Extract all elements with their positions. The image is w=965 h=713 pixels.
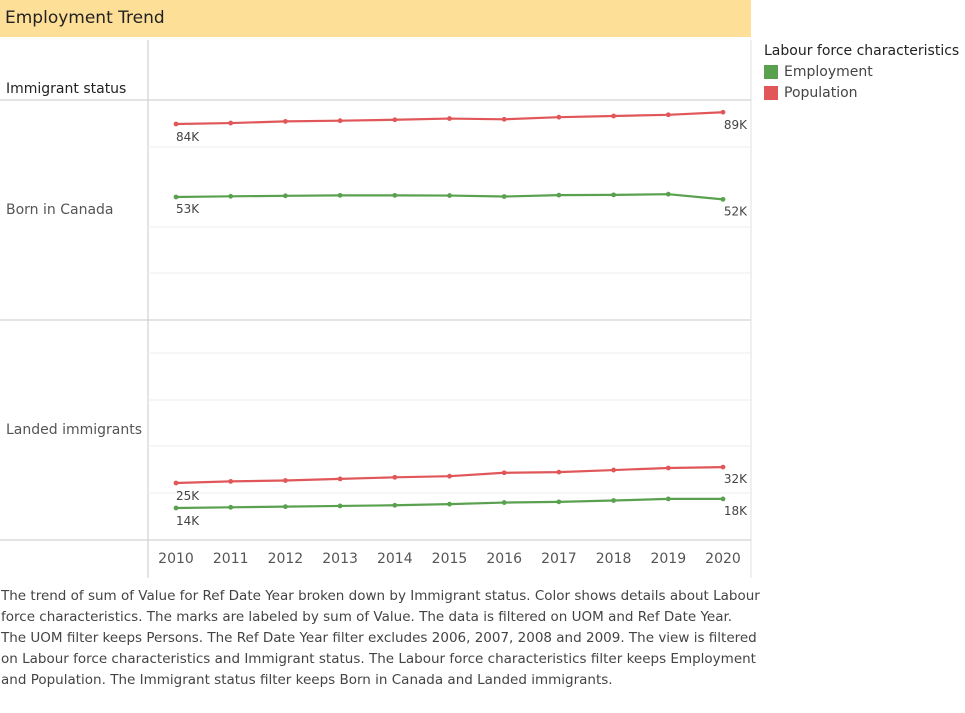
data-point[interactable]: [720, 464, 726, 470]
data-point[interactable]: [392, 474, 398, 480]
data-point[interactable]: [337, 118, 343, 124]
data-point[interactable]: [720, 196, 726, 202]
data-point[interactable]: [665, 465, 671, 471]
title-bar: Employment Trend: [0, 0, 751, 37]
data-point[interactable]: [720, 109, 726, 115]
data-label: 89K: [724, 118, 748, 132]
x-tick-label: 2017: [541, 551, 577, 567]
data-point[interactable]: [501, 194, 507, 199]
x-tick-label: 2016: [486, 551, 522, 567]
data-point[interactable]: [392, 502, 398, 508]
data-point[interactable]: [501, 116, 507, 122]
chart-title: Employment Trend: [5, 8, 165, 28]
data-point[interactable]: [283, 193, 288, 199]
data-point[interactable]: [173, 194, 179, 200]
x-tick-label: 2010: [158, 551, 194, 567]
x-tick-label: 2020: [705, 551, 741, 567]
data-label: 32K: [724, 472, 748, 486]
chart-frame: [0, 40, 752, 578]
data-point[interactable]: [611, 192, 616, 198]
chart-marks: 84K 89K 53K 52K 25K 32K 14K 18K: [173, 109, 748, 528]
panel-label-born-in-canada: Born in Canada: [6, 202, 114, 218]
data-label: 25K: [176, 489, 200, 503]
data-point[interactable]: [337, 192, 343, 198]
legend-item-population[interactable]: Population: [764, 82, 959, 103]
data-point[interactable]: [283, 504, 288, 510]
legend-title: Labour force characteristics: [764, 43, 960, 59]
data-point[interactable]: [447, 473, 452, 479]
data-point[interactable]: [501, 470, 507, 476]
x-tick-label: 2015: [432, 551, 468, 567]
data-point[interactable]: [665, 112, 671, 118]
data-point[interactable]: [337, 476, 343, 482]
data-point[interactable]: [228, 479, 234, 484]
data-point[interactable]: [283, 478, 288, 483]
data-point[interactable]: [283, 119, 288, 124]
x-tick-label: 2018: [596, 551, 632, 567]
data-point[interactable]: [611, 113, 616, 119]
x-tick-label: 2014: [377, 551, 413, 567]
data-label: 84K: [176, 130, 200, 144]
data-point[interactable]: [720, 496, 726, 502]
data-point[interactable]: [173, 121, 179, 127]
data-label: 52K: [724, 204, 748, 218]
data-point[interactable]: [556, 114, 562, 120]
x-tick-label: 2013: [322, 551, 358, 567]
gridlines: [148, 146, 751, 494]
legend-swatch-employment: [764, 64, 778, 79]
legend-label-employment: Employment: [784, 63, 873, 80]
data-point[interactable]: [665, 191, 671, 197]
data-point[interactable]: [556, 469, 562, 475]
data-point[interactable]: [337, 503, 343, 509]
x-tick-label: 2012: [268, 551, 304, 567]
data-point[interactable]: [556, 192, 562, 198]
data-point[interactable]: [501, 500, 507, 505]
data-point[interactable]: [173, 505, 179, 511]
data-point[interactable]: [447, 116, 452, 121]
data-point[interactable]: [228, 193, 234, 199]
data-point[interactable]: [665, 496, 671, 502]
data-point[interactable]: [392, 192, 398, 198]
legend-label-population: Population: [784, 84, 858, 101]
panel-label-landed-immigrants: Landed immigrants: [6, 422, 143, 438]
data-point[interactable]: [611, 467, 616, 473]
row-header: Immigrant status: [6, 81, 127, 97]
data-point[interactable]: [228, 504, 234, 510]
chart-caption: The trend of sum of Value for Ref Date Y…: [1, 588, 760, 688]
data-point[interactable]: [228, 120, 234, 126]
data-point[interactable]: [447, 193, 452, 198]
data-label: 14K: [176, 514, 200, 528]
data-label: 53K: [176, 202, 200, 216]
x-tick-label: 2011: [213, 551, 249, 567]
data-point[interactable]: [556, 499, 562, 505]
legend: Labour force characteristics Employment …: [764, 43, 959, 103]
data-point[interactable]: [173, 480, 179, 486]
data-label: 18K: [724, 504, 748, 518]
data-point[interactable]: [447, 501, 452, 507]
x-axis-ticks: 2010 2011 2012 2013 2014 2015 2016 2017 2018 2019…: [158, 551, 741, 567]
data-point[interactable]: [392, 117, 398, 123]
legend-swatch-population: [764, 85, 778, 100]
data-point[interactable]: [611, 498, 616, 503]
x-tick-label: 2019: [650, 551, 686, 567]
legend-item-employment[interactable]: Employment: [764, 61, 959, 82]
